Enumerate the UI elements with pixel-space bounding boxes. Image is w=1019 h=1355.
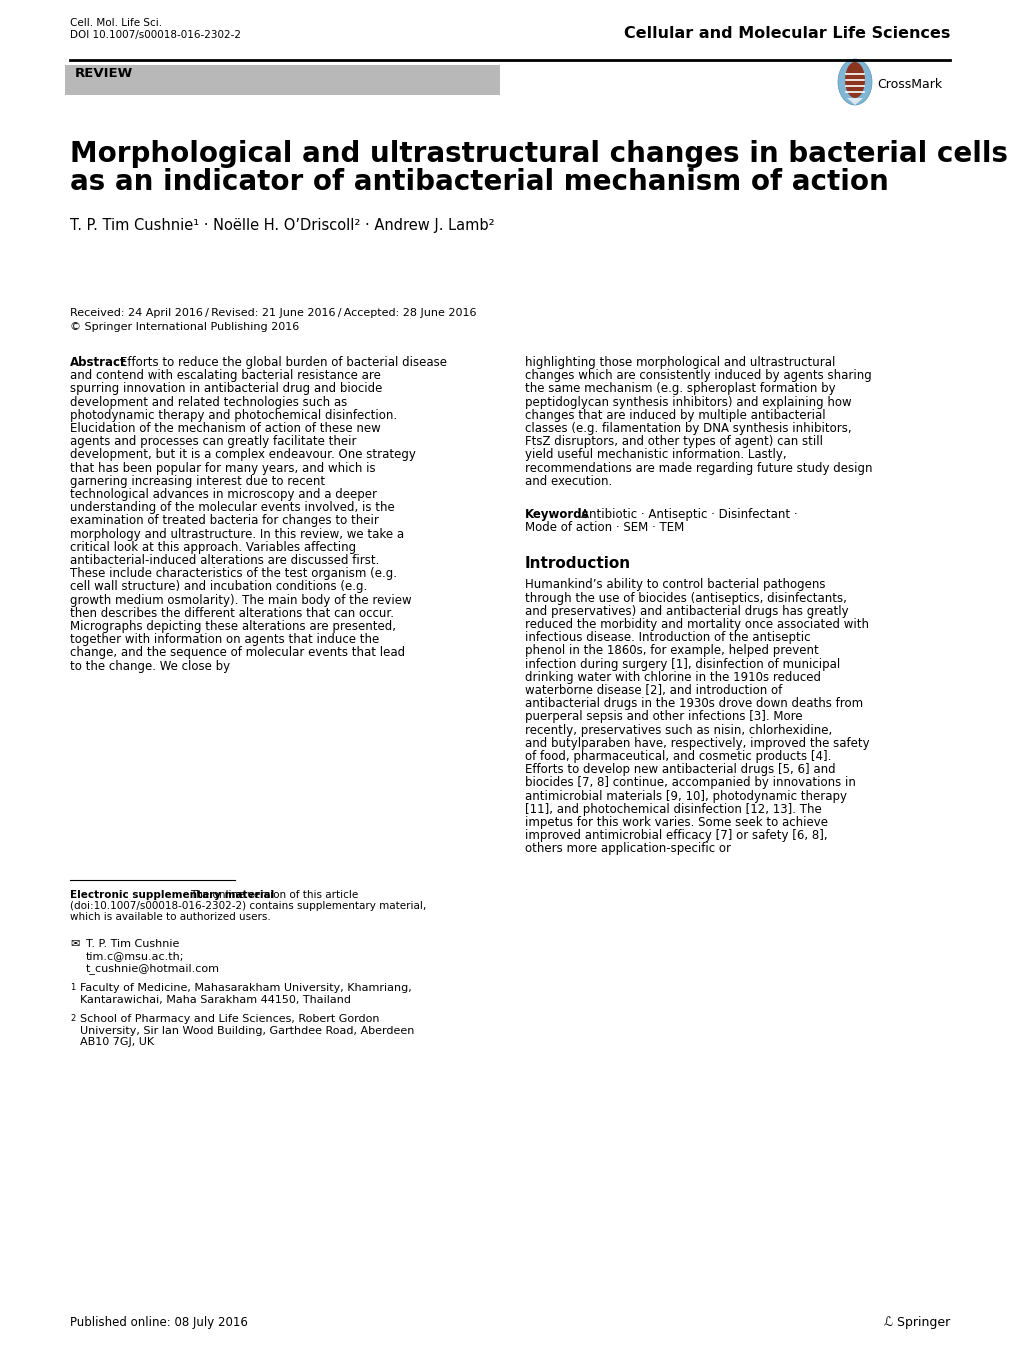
Text: Keywords: Keywords (525, 508, 589, 522)
Text: t_cushnie@hotmail.com: t_cushnie@hotmail.com (86, 963, 220, 974)
Text: development, but it is a complex endeavour. One strategy: development, but it is a complex endeavo… (70, 449, 416, 462)
Text: Cellular and Molecular Life Sciences: Cellular and Molecular Life Sciences (623, 26, 949, 41)
Text: together with information on agents that induce the: together with information on agents that… (70, 633, 379, 646)
Text: 1: 1 (70, 982, 75, 992)
Text: cell wall structure) and incubation conditions (e.g.: cell wall structure) and incubation cond… (70, 580, 367, 593)
Text: Faculty of Medicine, Mahasarakham University, Khamriang,: Faculty of Medicine, Mahasarakham Univer… (79, 982, 412, 993)
Text: Humankind’s ability to control bacterial pathogens: Humankind’s ability to control bacterial… (525, 579, 824, 591)
Text: waterborne disease [2], and introduction of: waterborne disease [2], and introduction… (525, 684, 782, 696)
Text: reduced the morbidity and mortality once associated with: reduced the morbidity and mortality once… (525, 618, 868, 631)
Text: Cell. Mol. Life Sci.: Cell. Mol. Life Sci. (70, 18, 162, 28)
Text: These include characteristics of the test organism (e.g.: These include characteristics of the tes… (70, 568, 396, 580)
Text: Electronic supplementary material: Electronic supplementary material (70, 890, 274, 900)
Text: Received: 24 April 2016 / Revised: 21 June 2016 / Accepted: 28 June 2016: Received: 24 April 2016 / Revised: 21 Ju… (70, 308, 476, 318)
Text: T. P. Tim Cushnie: T. P. Tim Cushnie (86, 939, 179, 948)
Text: and butylparaben have, respectively, improved the safety: and butylparaben have, respectively, imp… (525, 737, 869, 749)
Text: Elucidation of the mechanism of action of these new: Elucidation of the mechanism of action o… (70, 421, 380, 435)
Text: Published online: 08 July 2016: Published online: 08 July 2016 (70, 1316, 248, 1329)
Text: as an indicator of antibacterial mechanism of action: as an indicator of antibacterial mechani… (70, 168, 888, 196)
Text: yield useful mechanistic information. Lastly,: yield useful mechanistic information. La… (525, 449, 786, 462)
Text: that has been popular for many years, and which is: that has been popular for many years, an… (70, 462, 375, 474)
Text: morphology and ultrastructure. In this review, we take a: morphology and ultrastructure. In this r… (70, 527, 404, 541)
Text: Efforts to develop new antibacterial drugs [5, 6] and: Efforts to develop new antibacterial dru… (525, 763, 835, 776)
Ellipse shape (844, 62, 864, 98)
Text: through the use of biocides (antiseptics, disinfectants,: through the use of biocides (antiseptics… (525, 592, 846, 604)
Text: [11], and photochemical disinfection [12, 13]. The: [11], and photochemical disinfection [12… (525, 802, 821, 816)
Text: which is available to authorized users.: which is available to authorized users. (70, 912, 270, 921)
Text: Antibiotic · Antiseptic · Disinfectant ·: Antibiotic · Antiseptic · Disinfectant · (581, 508, 797, 522)
Text: agents and processes can greatly facilitate their: agents and processes can greatly facilit… (70, 435, 357, 449)
Text: ✉: ✉ (70, 939, 79, 948)
Text: of food, pharmaceutical, and cosmetic products [4].: of food, pharmaceutical, and cosmetic pr… (525, 751, 830, 763)
Text: 2: 2 (70, 1014, 75, 1023)
Text: photodynamic therapy and photochemical disinfection.: photodynamic therapy and photochemical d… (70, 409, 396, 421)
Text: antibacterial drugs in the 1930s drove down deaths from: antibacterial drugs in the 1930s drove d… (525, 698, 862, 710)
Text: © Springer International Publishing 2016: © Springer International Publishing 2016 (70, 322, 299, 332)
Text: CrossMark: CrossMark (876, 79, 942, 91)
FancyBboxPatch shape (65, 65, 499, 95)
Text: development and related technologies such as: development and related technologies suc… (70, 396, 346, 409)
Text: Morphological and ultrastructural changes in bacterial cells: Morphological and ultrastructural change… (70, 140, 1007, 168)
Text: Micrographs depicting these alterations are presented,: Micrographs depicting these alterations … (70, 621, 395, 633)
Text: peptidoglycan synthesis inhibitors) and explaining how: peptidoglycan synthesis inhibitors) and … (525, 396, 851, 409)
Text: classes (e.g. filamentation by DNA synthesis inhibitors,: classes (e.g. filamentation by DNA synth… (525, 421, 851, 435)
Text: The online version of this article: The online version of this article (190, 890, 358, 900)
Text: drinking water with chlorine in the 1910s reduced: drinking water with chlorine in the 1910… (525, 671, 820, 684)
Text: growth medium osmolarity). The main body of the review: growth medium osmolarity). The main body… (70, 593, 412, 607)
Text: garnering increasing interest due to recent: garnering increasing interest due to rec… (70, 474, 325, 488)
Text: recently, preservatives such as nisin, chlorhexidine,: recently, preservatives such as nisin, c… (525, 724, 832, 737)
Text: changes which are consistently induced by agents sharing: changes which are consistently induced b… (525, 369, 871, 382)
Text: and preservatives) and antibacterial drugs has greatly: and preservatives) and antibacterial dru… (525, 604, 848, 618)
Text: phenol in the 1860s, for example, helped prevent: phenol in the 1860s, for example, helped… (525, 645, 818, 657)
Text: others more application-specific or: others more application-specific or (525, 843, 731, 855)
Text: DOI 10.1007/s00018-016-2302-2: DOI 10.1007/s00018-016-2302-2 (70, 30, 240, 41)
Text: Abstract: Abstract (70, 356, 126, 369)
Text: tim.c@msu.ac.th;: tim.c@msu.ac.th; (86, 951, 184, 961)
Text: examination of treated bacteria for changes to their: examination of treated bacteria for chan… (70, 515, 378, 527)
Text: puerperal sepsis and other infections [3]. More: puerperal sepsis and other infections [3… (525, 710, 802, 724)
Text: the same mechanism (e.g. spheroplast formation by: the same mechanism (e.g. spheroplast for… (525, 382, 835, 396)
Text: Efforts to reduce the global burden of bacterial disease: Efforts to reduce the global burden of b… (120, 356, 446, 369)
Text: AB10 7GJ, UK: AB10 7GJ, UK (79, 1037, 154, 1047)
Text: infectious disease. Introduction of the antiseptic: infectious disease. Introduction of the … (525, 631, 810, 644)
Text: and contend with escalating bacterial resistance are: and contend with escalating bacterial re… (70, 369, 380, 382)
Text: infection during surgery [1], disinfection of municipal: infection during surgery [1], disinfecti… (525, 657, 840, 671)
Text: understanding of the molecular events involved, is the: understanding of the molecular events in… (70, 501, 394, 514)
Text: FtsZ disruptors, and other types of agent) can still: FtsZ disruptors, and other types of agen… (525, 435, 822, 449)
Text: recommendations are made regarding future study design: recommendations are made regarding futur… (525, 462, 871, 474)
Polygon shape (846, 98, 862, 104)
Text: Kantarawichai, Maha Sarakham 44150, Thailand: Kantarawichai, Maha Sarakham 44150, Thai… (79, 995, 351, 1004)
Text: Mode of action · SEM · TEM: Mode of action · SEM · TEM (525, 522, 684, 534)
Text: T. P. Tim Cushnie¹ · Noëlle H. O’Driscoll² · Andrew J. Lamb²: T. P. Tim Cushnie¹ · Noëlle H. O’Driscol… (70, 218, 494, 233)
Text: Introduction: Introduction (525, 557, 631, 572)
Text: REVIEW: REVIEW (75, 66, 133, 80)
Text: then describes the different alterations that can occur.: then describes the different alterations… (70, 607, 393, 619)
Text: School of Pharmacy and Life Sciences, Robert Gordon: School of Pharmacy and Life Sciences, Ro… (79, 1014, 379, 1024)
Text: ℒ Springer: ℒ Springer (882, 1316, 949, 1329)
Text: antimicrobial materials [9, 10], photodynamic therapy: antimicrobial materials [9, 10], photody… (525, 790, 846, 802)
Text: (doi:10.1007/s00018-016-2302-2) contains supplementary material,: (doi:10.1007/s00018-016-2302-2) contains… (70, 901, 426, 911)
Text: impetus for this work varies. Some seek to achieve: impetus for this work varies. Some seek … (525, 816, 827, 829)
Text: biocides [7, 8] continue, accompanied by innovations in: biocides [7, 8] continue, accompanied by… (525, 776, 855, 790)
Text: University, Sir Ian Wood Building, Garthdee Road, Aberdeen: University, Sir Ian Wood Building, Garth… (79, 1026, 414, 1035)
Text: to the change. We close by: to the change. We close by (70, 660, 230, 672)
Text: changes that are induced by multiple antibacterial: changes that are induced by multiple ant… (525, 409, 824, 421)
Text: improved antimicrobial efficacy [7] or safety [6, 8],: improved antimicrobial efficacy [7] or s… (525, 829, 826, 843)
Text: and execution.: and execution. (525, 474, 611, 488)
Text: antibacterial-induced alterations are discussed first.: antibacterial-induced alterations are di… (70, 554, 379, 566)
Text: technological advances in microscopy and a deeper: technological advances in microscopy and… (70, 488, 377, 501)
Text: spurring innovation in antibacterial drug and biocide: spurring innovation in antibacterial dru… (70, 382, 382, 396)
Ellipse shape (838, 60, 871, 104)
Text: critical look at this approach. Variables affecting: critical look at this approach. Variable… (70, 541, 356, 554)
Text: change, and the sequence of molecular events that lead: change, and the sequence of molecular ev… (70, 646, 405, 660)
Text: highlighting those morphological and ultrastructural: highlighting those morphological and ult… (525, 356, 835, 369)
